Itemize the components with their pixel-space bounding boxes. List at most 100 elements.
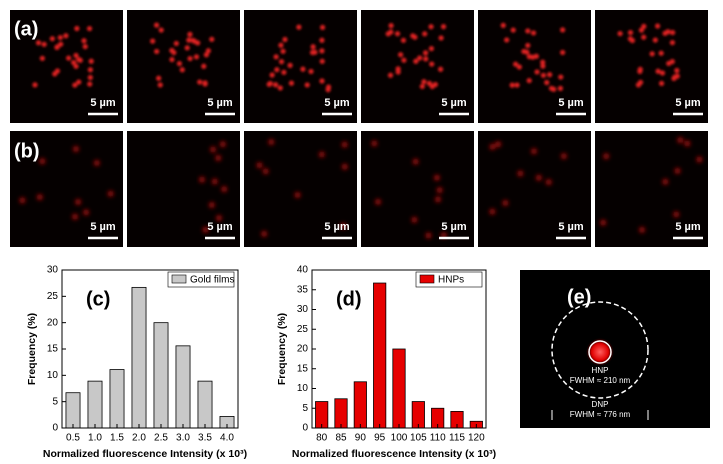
micrograph	[10, 131, 123, 247]
spot	[547, 72, 553, 78]
spot	[432, 81, 438, 88]
spot	[209, 36, 215, 42]
spot	[341, 141, 348, 148]
scale-label: 5 µm	[675, 221, 701, 233]
spot	[39, 158, 46, 165]
spot	[190, 37, 196, 44]
spot	[526, 77, 532, 84]
spot	[637, 68, 643, 75]
spot	[638, 27, 645, 33]
panel-e-image	[520, 270, 710, 428]
spot	[268, 138, 275, 145]
spot	[267, 80, 273, 87]
x-tick-label: 110	[430, 433, 446, 444]
spot	[517, 170, 524, 177]
spot	[674, 67, 680, 74]
spot	[544, 79, 550, 86]
spot	[35, 40, 42, 46]
x-tick-label: 2.0	[132, 433, 146, 444]
spot	[173, 40, 179, 47]
bar	[131, 286, 147, 429]
spot	[627, 29, 634, 36]
spot	[87, 81, 93, 87]
spot	[340, 222, 347, 229]
spot	[627, 36, 633, 42]
spot	[36, 194, 43, 201]
spot	[262, 168, 269, 175]
spot	[54, 68, 61, 74]
spot	[87, 74, 93, 81]
spot	[72, 146, 79, 153]
spot	[269, 72, 275, 78]
micrographs: 5 µm 5 µm 5 µm 5 µm 5 µm 5 µm 5 µm 5 µm 5 µm 5 µm…	[10, 10, 708, 247]
spot	[417, 55, 423, 61]
y-tick-label: 10	[297, 383, 309, 394]
spot	[193, 54, 200, 60]
x-tick-label: 1.0	[88, 433, 102, 444]
spot	[641, 23, 647, 30]
spot	[525, 28, 531, 34]
spots	[256, 138, 348, 237]
x-tick-label: 4.0	[220, 433, 234, 444]
panel-label: (a)	[14, 18, 38, 40]
bar	[197, 380, 213, 429]
spot	[319, 24, 326, 31]
spot	[319, 48, 325, 54]
micrograph	[127, 10, 240, 123]
spot	[413, 58, 419, 64]
spot	[278, 42, 284, 48]
spot	[513, 61, 519, 67]
spot	[428, 45, 435, 52]
y-tick-label: 35	[297, 284, 309, 295]
x-tick-label: 0.5	[66, 433, 80, 444]
spot	[540, 59, 546, 65]
spot	[560, 153, 567, 160]
spot	[696, 156, 703, 163]
x-tick-label: 105	[410, 433, 427, 444]
spot	[325, 87, 331, 93]
spot	[423, 56, 429, 62]
bar	[109, 369, 125, 429]
hnp-spot	[586, 338, 614, 366]
scale-label: 5 µm	[90, 97, 116, 109]
x-tick-label: 80	[316, 433, 328, 444]
spot	[411, 216, 418, 223]
spot	[216, 215, 223, 222]
spot	[66, 55, 72, 61]
spot	[300, 66, 306, 72]
spot	[294, 191, 301, 198]
spot	[428, 24, 434, 30]
x-tick-label: 3.5	[198, 433, 212, 444]
spot	[560, 27, 566, 33]
y-axis-title: Frequency (%)	[26, 313, 38, 385]
plot-frame	[311, 269, 487, 429]
plot-frame	[61, 269, 239, 429]
spot	[674, 167, 681, 174]
spot	[655, 68, 661, 74]
spot	[669, 39, 676, 46]
spot	[509, 82, 515, 88]
x-tick-label: 3.0	[176, 433, 190, 444]
spot	[287, 62, 293, 68]
spot	[422, 31, 428, 37]
spot	[558, 74, 564, 80]
spot	[371, 140, 378, 147]
spot	[58, 41, 64, 47]
spot	[208, 201, 215, 208]
spot	[186, 37, 192, 43]
spot	[534, 69, 540, 75]
spot	[400, 37, 407, 43]
spot	[535, 174, 542, 181]
spot	[671, 75, 677, 82]
spot	[560, 49, 566, 56]
spots	[600, 137, 703, 233]
bar	[65, 392, 81, 429]
spots	[266, 24, 332, 93]
spot	[153, 22, 160, 28]
spot	[677, 137, 684, 144]
panel-label: (c)	[86, 288, 110, 310]
panel-label: (e)	[567, 286, 591, 308]
spot	[157, 82, 163, 88]
bar	[87, 380, 103, 429]
